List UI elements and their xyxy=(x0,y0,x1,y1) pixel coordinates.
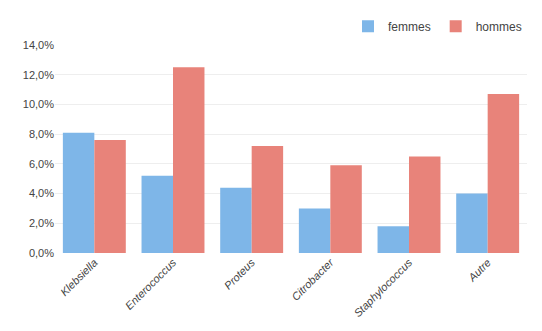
svg-text:Citrobacter: Citrobacter xyxy=(289,255,336,302)
svg-text:4,0%: 4,0% xyxy=(29,187,54,199)
svg-text:Proteus: Proteus xyxy=(222,256,258,292)
svg-text:2,0%: 2,0% xyxy=(29,217,54,229)
svg-text:Klebsiella: Klebsiella xyxy=(58,256,100,298)
svg-text:hommes: hommes xyxy=(476,20,522,34)
svg-text:12,0%: 12,0% xyxy=(23,69,54,81)
svg-text:Staphylococcus: Staphylococcus xyxy=(351,256,414,319)
svg-text:14,0%: 14,0% xyxy=(23,39,54,51)
svg-text:femmes: femmes xyxy=(388,20,431,34)
svg-text:0,0%: 0,0% xyxy=(29,247,54,259)
svg-text:8,0%: 8,0% xyxy=(29,128,54,140)
svg-text:Autre: Autre xyxy=(465,256,493,284)
svg-text:Enterococcus: Enterococcus xyxy=(123,256,179,312)
svg-text:6,0%: 6,0% xyxy=(29,158,54,170)
svg-text:10,0%: 10,0% xyxy=(23,98,54,110)
